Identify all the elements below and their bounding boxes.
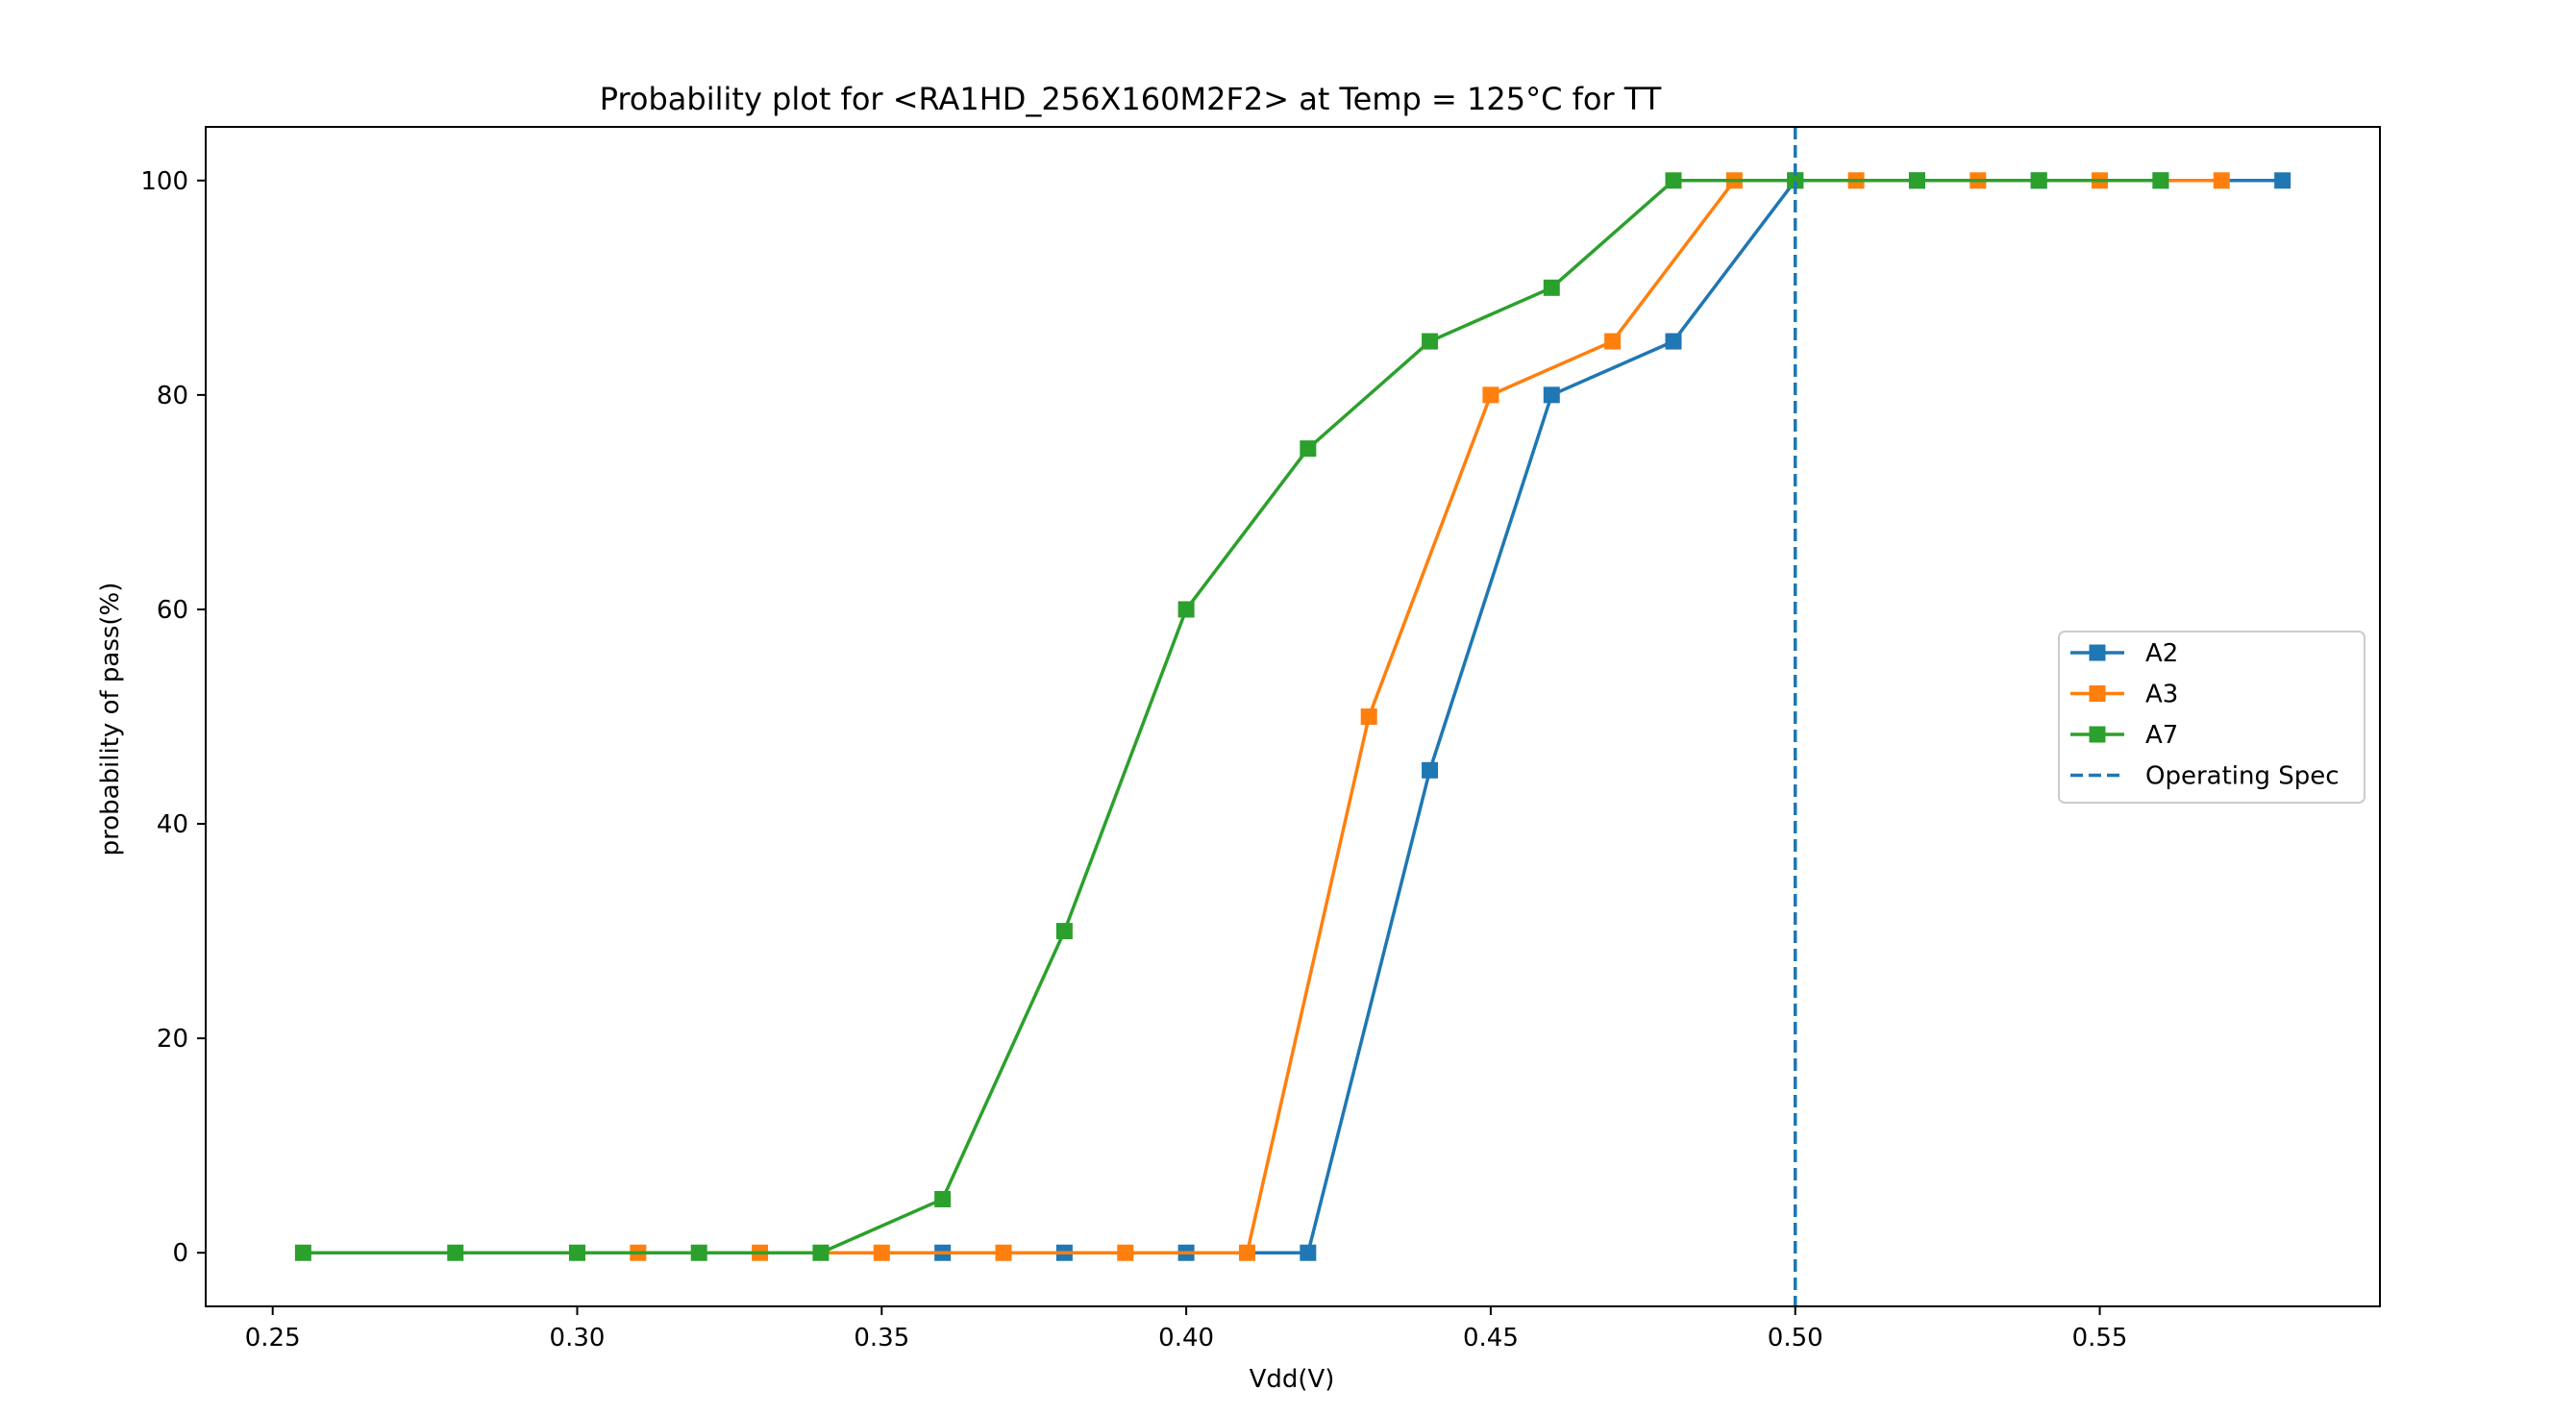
data-point-a2 [1300,1244,1317,1261]
data-point-a7 [569,1244,586,1261]
x-tick-label: 0.40 [1158,1324,1214,1353]
data-point-a7 [447,1244,464,1261]
legend-swatch-marker [2089,685,2106,702]
data-point-a7 [2152,172,2169,189]
data-point-a7 [294,1244,311,1261]
data-point-a7 [1300,440,1317,458]
data-point-a7 [2030,172,2047,189]
axes-frame [205,126,2381,1307]
y-tick-label: 100 [140,167,188,196]
legend-swatch-marker [2089,726,2106,743]
data-point-a7 [1422,333,1439,350]
data-point-a3 [1117,1244,1134,1261]
data-point-a2 [1422,761,1439,779]
legend-swatch-marker [2089,644,2106,661]
legend-label: A2 [2145,639,2178,668]
y-tick-label: 40 [157,810,188,839]
y-tick-label: 0 [172,1239,188,1268]
legend-entry: Operating Spec [2070,762,2340,791]
data-point-a2 [1543,386,1560,404]
data-point-a3 [1482,386,1499,404]
axis-ticks: 0.25 0.30 0.35 0.40 0.45 0.50 0.55 0 20 40 60 80 100 [140,167,2127,1353]
series-a7 [294,172,2169,1261]
data-point-a7 [690,1244,707,1261]
x-tick-label: 0.30 [550,1324,606,1353]
legend-label: A7 [2145,721,2178,750]
legend: A2 A3 A7 Operating Spec [2058,631,2365,804]
data-point-a7 [1055,923,1073,940]
legend-entry: A7 [2070,721,2178,750]
legend-entry: A3 [2070,681,2178,709]
x-tick-label: 0.45 [1463,1324,1519,1353]
y-tick-label: 60 [157,596,188,625]
y-axis-label: probability of pass(%) [96,583,125,856]
data-point-a3 [995,1244,1012,1261]
data-point-a3 [2213,172,2230,189]
data-point-a7 [1787,172,1804,189]
x-tick-label: 0.55 [2072,1324,2128,1353]
data-point-a7 [934,1190,952,1207]
chart-title: Probability plot for <RA1HD_256X160M2F2>… [600,81,1662,117]
data-point-a3 [873,1244,890,1261]
data-point-a7 [1908,172,1925,189]
legend-box [2058,631,2365,804]
series-line-a7 [303,179,2161,1254]
legend-label: Operating Spec [2145,762,2340,791]
x-tick-label: 0.25 [245,1324,301,1353]
y-tick-label: 80 [157,382,188,410]
data-point-a7 [1665,172,1682,189]
legend-entry: A2 [2070,639,2178,668]
data-point-a2 [2274,172,2291,189]
legend-label: A3 [2145,681,2178,709]
data-point-a3 [1360,708,1377,725]
plot-area [294,127,2291,1306]
y-tick-label: 20 [157,1025,188,1054]
data-point-a7 [1543,279,1560,296]
data-point-a3 [1238,1244,1255,1261]
data-point-a3 [1604,333,1622,350]
data-point-a2 [1665,333,1682,350]
x-tick-label: 0.50 [1768,1324,1823,1353]
data-point-a7 [1177,601,1195,618]
data-point-a7 [812,1244,830,1261]
x-tick-label: 0.35 [854,1324,909,1353]
x-axis-label: Vdd(V) [1250,1365,1335,1394]
